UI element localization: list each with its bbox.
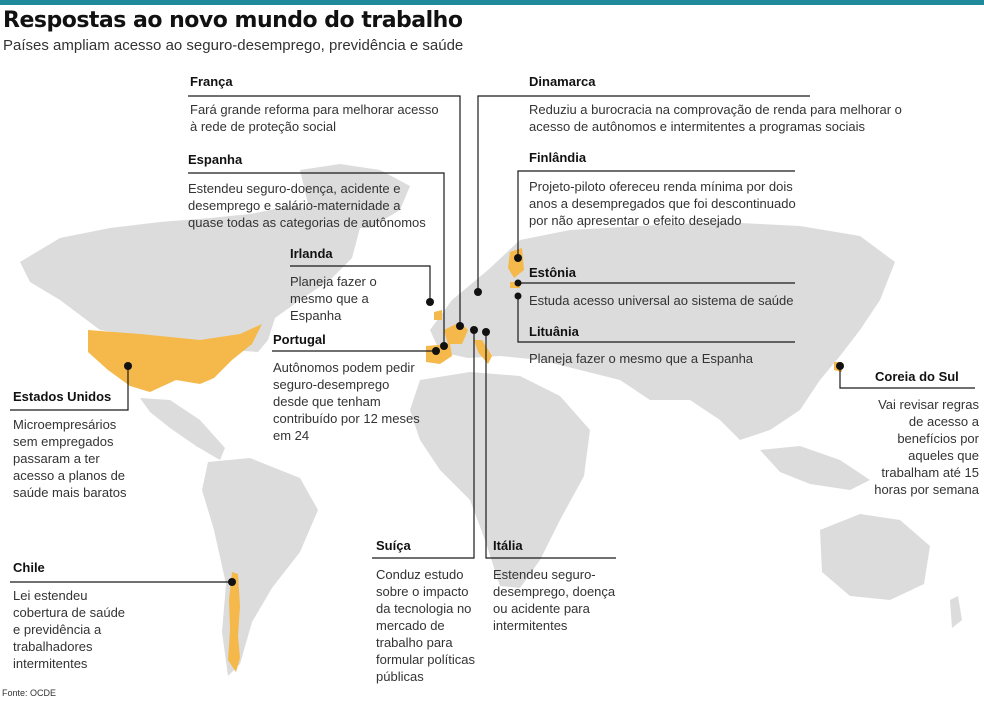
south-america-land	[202, 458, 318, 676]
leader-irlanda	[290, 265, 431, 302]
label-portugal-name: Portugal	[273, 332, 326, 347]
dot-dinamarca	[474, 288, 482, 296]
new-zealand-land	[950, 596, 962, 628]
dot-estonia	[514, 279, 522, 287]
label-eua-text: Microempresários sem empregados passaram…	[13, 417, 127, 500]
label-chile-text: Lei estendeu cobertura de saúde e previd…	[13, 588, 126, 671]
central-america-land	[140, 398, 225, 460]
leader-lituania	[517, 296, 795, 343]
label-eua-name: Estados Unidos	[13, 389, 112, 404]
dot-eua	[124, 362, 132, 370]
label-chile-name: Chile	[13, 560, 45, 575]
leader-finlandia	[517, 170, 795, 258]
africa-land	[410, 372, 590, 588]
southeast-asia-land	[760, 446, 870, 490]
label-estonia-text: Estuda acesso universal ao sistema de sa…	[529, 293, 794, 308]
north-america-land	[20, 206, 360, 352]
dot-italia	[482, 328, 490, 336]
label-suica-name: Suíça	[376, 538, 411, 553]
leader-dinamarca	[477, 95, 810, 292]
page-subtitle: Países ampliam acesso ao seguro-desempre…	[3, 37, 464, 54]
leader-suica	[372, 330, 475, 559]
label-coreia-name: Coreia do Sul	[875, 369, 959, 384]
label-italia-name: Itália	[493, 538, 523, 553]
label-franca-name: França	[190, 74, 233, 89]
australia-land	[820, 514, 930, 600]
ireland-highlight	[434, 310, 442, 320]
label-suica-text: Conduz estudo sobre o impacto da tecnolo…	[376, 567, 475, 684]
dot-chile	[228, 578, 236, 586]
label-lituania-name: Lituânia	[529, 324, 579, 339]
label-espanha-name: Espanha	[188, 152, 243, 167]
label-franca-text: Fará grande reforma para melhorar acesso…	[190, 102, 439, 134]
label-finlandia-name: Finlândia	[529, 150, 587, 165]
label-dinamarca-name: Dinamarca	[529, 74, 596, 89]
label-irlanda-name: Irlanda	[290, 246, 333, 261]
label-irlanda-text: Planeja fazer o mesmo que a Espanha	[290, 274, 377, 323]
leader-espanha	[188, 172, 445, 346]
italy-highlight	[474, 340, 492, 364]
dot-irlanda	[426, 298, 434, 306]
source-note: Fonte: OCDE	[2, 688, 57, 698]
dot-lituania	[514, 292, 522, 300]
label-estonia-name: Estônia	[529, 265, 576, 280]
leader-italia	[485, 332, 616, 559]
marker-dots	[124, 254, 844, 586]
top-accent-bar	[0, 0, 984, 5]
dot-espanha	[440, 342, 448, 350]
usa-highlight	[88, 324, 262, 392]
eurasia-land	[430, 222, 895, 440]
leader-lines	[10, 95, 975, 583]
dot-franca	[456, 322, 464, 330]
label-lituania-text: Planeja fazer o mesmo que a Espanha	[529, 351, 754, 366]
page-title: Respostas ao novo mundo do trabalho	[3, 8, 463, 33]
land-masses	[20, 164, 962, 676]
dot-coreia	[836, 362, 844, 370]
spain-portugal-highlight	[426, 344, 452, 364]
label-italia-text: Estendeu seguro-desemprego, doença ou ac…	[493, 567, 616, 633]
label-portugal-text: Autônomos podem pedir seguro-desemprego …	[273, 360, 420, 443]
dot-suica	[470, 326, 478, 334]
leader-coreia	[839, 366, 975, 389]
leader-eua	[10, 366, 129, 411]
label-dinamarca-text: Reduziu a burocracia na comprovação de r…	[529, 102, 902, 134]
label-coreia-text: Vai revisar regras de acesso a benefício…	[874, 397, 979, 497]
leader-franca	[188, 95, 461, 326]
dot-finlandia	[514, 254, 522, 262]
label-finlandia-text: Projeto-piloto ofereceu renda mínima por…	[529, 179, 796, 228]
greenland-land	[300, 164, 410, 228]
label-espanha-text: Estendeu seguro-doença, acidente e desem…	[188, 181, 426, 230]
chile-highlight	[228, 572, 240, 672]
dot-portugal	[432, 347, 440, 355]
